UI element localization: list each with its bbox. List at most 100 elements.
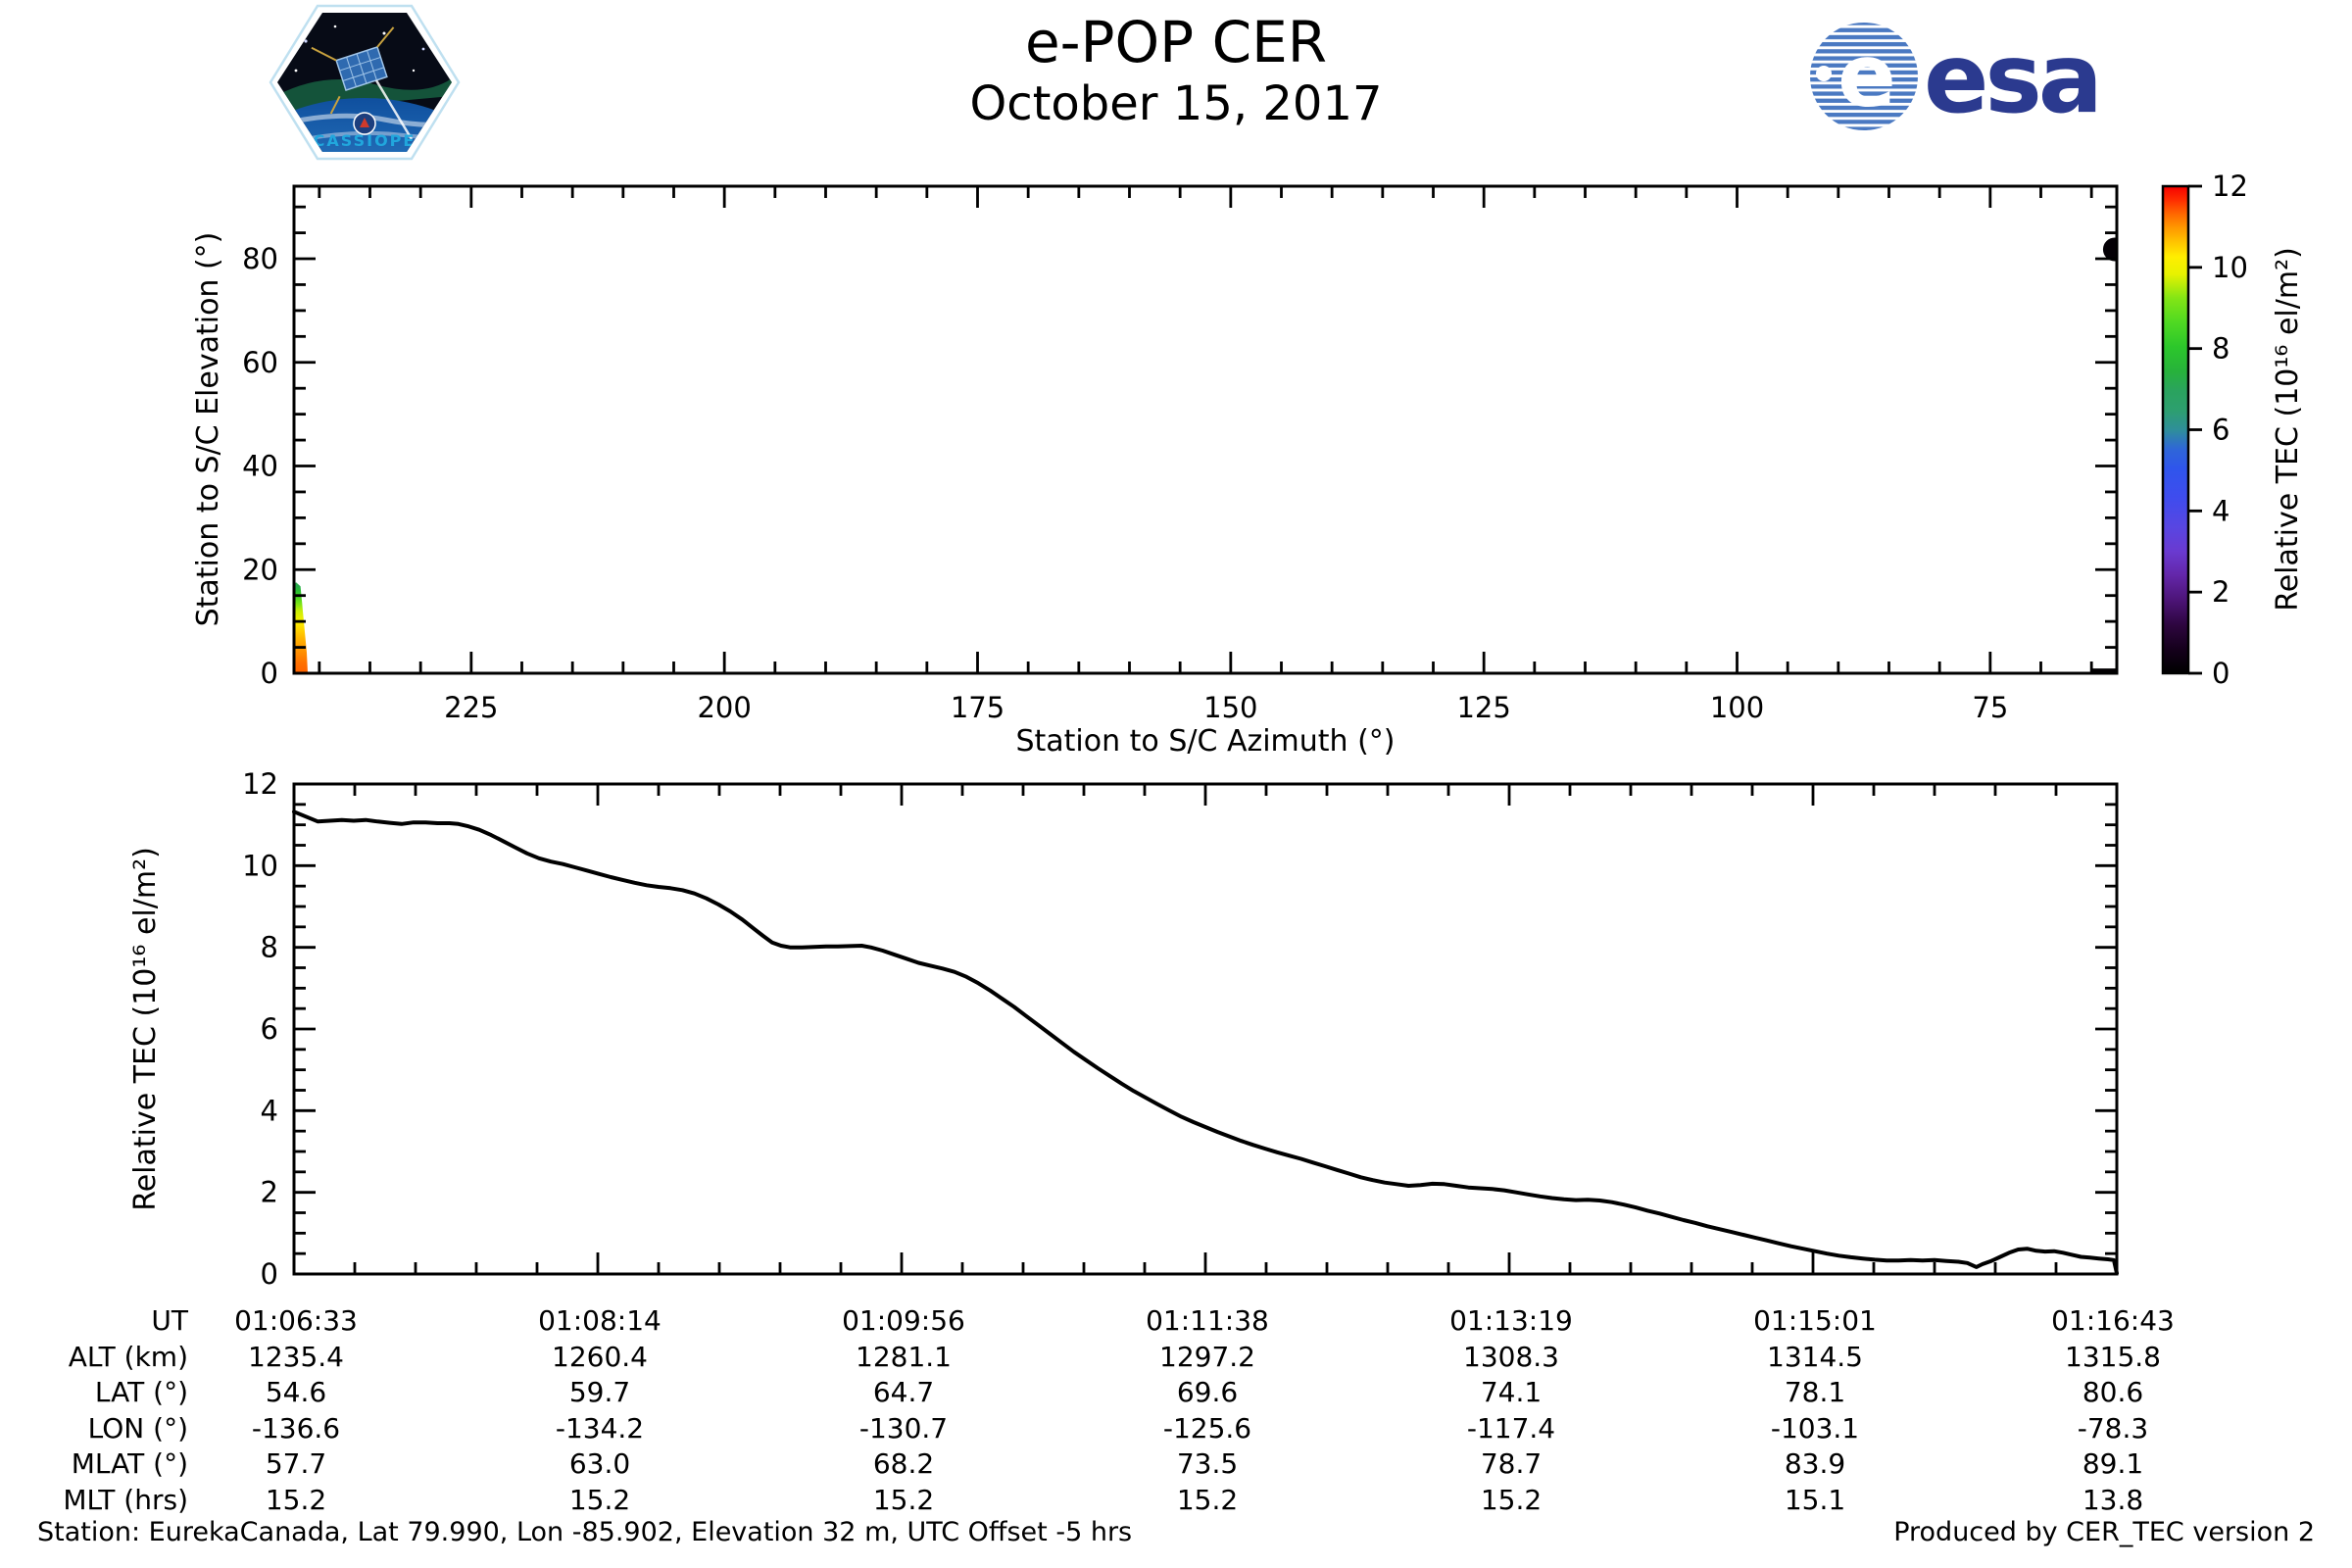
table-row-label: LON (°) bbox=[87, 1411, 188, 1445]
colorbar-ticks bbox=[2188, 184, 2202, 675]
table-cell: -136.6 bbox=[251, 1411, 341, 1445]
axes-frame bbox=[292, 184, 2119, 675]
table-cell: 1314.5 bbox=[1767, 1340, 1863, 1373]
table-cell: 57.7 bbox=[265, 1447, 327, 1480]
table-cell: 1315.8 bbox=[2065, 1340, 2161, 1373]
table-cell: 15.2 bbox=[265, 1483, 327, 1516]
table-cell: -117.4 bbox=[1466, 1411, 1556, 1445]
table-cell: 15.2 bbox=[1480, 1483, 1543, 1516]
table-cell: 01:13:19 bbox=[1449, 1304, 1573, 1337]
tick-label: 80 bbox=[242, 242, 278, 275]
tick-label: 12 bbox=[242, 767, 278, 801]
tec-curve bbox=[292, 809, 2119, 1276]
esa-logo-text: esa bbox=[1924, 24, 2099, 133]
tick-label: 4 bbox=[2212, 494, 2230, 527]
satellite bbox=[311, 26, 395, 115]
station-info: Station: EurekaCanada, Lat 79.990, Lon -… bbox=[37, 1517, 1133, 1547]
table-cell: 01:06:33 bbox=[234, 1304, 358, 1337]
table-cell: 01:16:43 bbox=[2051, 1304, 2175, 1337]
table-cell: 15.2 bbox=[568, 1483, 631, 1516]
table-cell: -130.7 bbox=[858, 1411, 949, 1445]
tick-label: 40 bbox=[242, 450, 278, 483]
table-cell: -103.1 bbox=[1770, 1411, 1860, 1445]
tick-label: 100 bbox=[1710, 691, 1764, 724]
table-cell: 15.2 bbox=[872, 1483, 935, 1516]
table-cell: 1281.1 bbox=[856, 1340, 952, 1373]
produced-by: Produced by CER_TEC version 2 bbox=[1893, 1517, 2315, 1547]
tick-label: 2 bbox=[261, 1176, 278, 1209]
top-plot-xlabel: Station to S/C Azimuth (°) bbox=[1015, 724, 1395, 759]
esa-globe-icon: e bbox=[1810, 23, 1918, 130]
tick-label: 8 bbox=[261, 931, 278, 964]
page-title: e-POP CER bbox=[1024, 9, 1328, 75]
table-cell: -125.6 bbox=[1162, 1411, 1252, 1445]
table-cell: 68.2 bbox=[872, 1447, 935, 1480]
pass-end-dot bbox=[2102, 237, 2118, 262]
cassiope-logo: CASSIOPE bbox=[269, 4, 461, 161]
tick-label: 0 bbox=[261, 1257, 278, 1289]
table-cell: 78.1 bbox=[1784, 1376, 1846, 1408]
table-cell: 01:15:01 bbox=[1753, 1304, 1877, 1337]
elevation-azimuth-plot: 225 200 175 150 125 100 75 0 20 40 60 80 0 2 4 6 8 10 12 S… bbox=[191, 170, 2305, 759]
table-cell: 63.0 bbox=[568, 1447, 631, 1480]
table-row-label: MLAT (°) bbox=[71, 1447, 188, 1480]
bottom-plot-ylabel: Relative TEC (10¹⁶ el/m²) bbox=[128, 847, 163, 1211]
tick-label: 2 bbox=[2212, 575, 2230, 609]
table-cell: 15.2 bbox=[1176, 1483, 1239, 1516]
tick-label: 60 bbox=[242, 346, 278, 379]
svg-text:e: e bbox=[1838, 25, 1896, 126]
tick-label: 200 bbox=[697, 691, 751, 724]
tick-label: 10 bbox=[242, 849, 278, 882]
table-cell: -78.3 bbox=[2077, 1411, 2149, 1445]
table-cell: 01:09:56 bbox=[842, 1304, 965, 1337]
cassiope-logo-text: CASSIOPE bbox=[314, 131, 416, 150]
tick-label: 12 bbox=[2212, 170, 2248, 203]
table-cell: 01:11:38 bbox=[1146, 1304, 1269, 1337]
tick-label: 125 bbox=[1456, 691, 1510, 724]
table-cell: 73.5 bbox=[1176, 1447, 1239, 1480]
table-cell: 74.1 bbox=[1480, 1376, 1543, 1408]
tick-label: 6 bbox=[261, 1012, 278, 1046]
colorbar-label: Relative TEC (10¹⁶ el/m²) bbox=[2271, 247, 2305, 612]
tick-label: 6 bbox=[2212, 414, 2230, 447]
table-cell: 69.6 bbox=[1176, 1376, 1239, 1408]
table-cell: 1260.4 bbox=[552, 1340, 648, 1373]
table-cell: 78.7 bbox=[1480, 1447, 1543, 1480]
tick-label: 225 bbox=[444, 691, 498, 724]
table-cell: 15.1 bbox=[1784, 1483, 1846, 1516]
table-cell: 83.9 bbox=[1784, 1447, 1846, 1480]
table-cell: 1297.2 bbox=[1159, 1340, 1255, 1373]
table-row-label: LAT (°) bbox=[94, 1376, 188, 1408]
table-cell: 64.7 bbox=[872, 1376, 935, 1408]
tick-label: 150 bbox=[1203, 691, 1257, 724]
beam bbox=[374, 79, 414, 140]
page-subtitle: October 15, 2017 bbox=[969, 76, 1383, 131]
table-cell: 13.8 bbox=[2082, 1483, 2144, 1516]
table-cell: 01:08:14 bbox=[538, 1304, 662, 1337]
tec-time-plot: 0 2 4 6 8 10 12 Relative TEC (10¹⁶ el/m²) bbox=[128, 767, 2119, 1289]
esa-logo: e esa bbox=[1810, 23, 2103, 133]
tick-label: 4 bbox=[261, 1094, 278, 1127]
ascending-pass-strip bbox=[294, 582, 308, 673]
axis-ticks bbox=[292, 782, 2119, 1276]
table-cell: 80.6 bbox=[2082, 1376, 2144, 1408]
tick-label: 10 bbox=[2212, 251, 2248, 284]
table-row-label: ALT (km) bbox=[68, 1340, 188, 1373]
pass-data bbox=[294, 237, 2118, 674]
tick-label: 0 bbox=[261, 657, 278, 690]
table-cell: 54.6 bbox=[265, 1376, 327, 1408]
table-cell: 89.1 bbox=[2082, 1447, 2144, 1480]
tick-label: 0 bbox=[2212, 657, 2230, 690]
axis-ticks bbox=[294, 186, 2117, 675]
tick-label: 75 bbox=[1972, 691, 2008, 724]
tick-label: 20 bbox=[242, 553, 278, 586]
tick-label: 175 bbox=[951, 691, 1004, 724]
table-cell: -134.2 bbox=[555, 1411, 645, 1445]
table-cell: 1308.3 bbox=[1463, 1340, 1559, 1373]
table-cell: 1235.4 bbox=[248, 1340, 344, 1373]
top-plot-ylabel: Station to S/C Elevation (°) bbox=[191, 232, 225, 627]
table-row-label: UT bbox=[151, 1304, 188, 1337]
table-row-label: MLT (hrs) bbox=[63, 1483, 188, 1516]
